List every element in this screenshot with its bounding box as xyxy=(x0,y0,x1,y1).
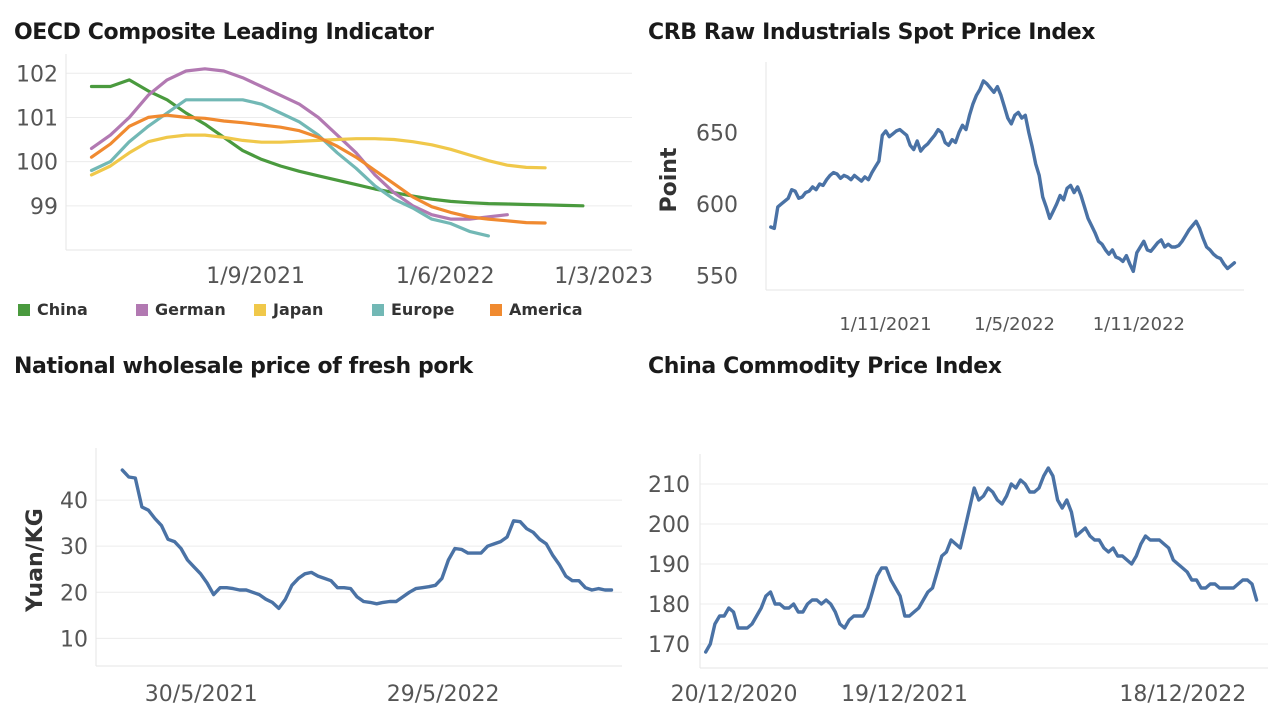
x-tick-label: 19/12/2021 xyxy=(841,682,968,707)
y-tick-label: 200 xyxy=(648,513,690,538)
legend-swatch xyxy=(490,303,502,316)
x-tick-label: 18/12/2022 xyxy=(1119,682,1246,707)
series-line-china xyxy=(89,78,585,208)
y-tick-label: 99 xyxy=(30,195,58,220)
x-tick-label: 1/11/2022 xyxy=(1093,314,1185,335)
legend-swatch xyxy=(18,303,30,316)
legend-item-japan: Japan xyxy=(254,300,372,319)
legend-swatch xyxy=(136,303,148,316)
x-tick-label: 1/11/2021 xyxy=(839,314,931,335)
crb-line-chart: 550 600 650 1/11/2021 1/5/2022 1/11/2022 Point xyxy=(657,62,1244,335)
series-line-german xyxy=(89,67,509,221)
y-tick-label: 102 xyxy=(16,62,58,87)
legend-label: Japan xyxy=(273,300,324,319)
x-tick-label: 1/5/2022 xyxy=(974,314,1055,335)
series-line-europe xyxy=(89,98,490,238)
legend-label: Europe xyxy=(391,300,455,319)
y-tick-label: 30 xyxy=(60,535,88,560)
legend-swatch xyxy=(372,303,384,316)
chart-title: National wholesale price of fresh pork xyxy=(14,354,473,379)
y-tick-label: 101 xyxy=(16,106,58,131)
legend-label: America xyxy=(509,300,583,319)
series-line-main xyxy=(704,466,1259,654)
series-line-america xyxy=(89,113,547,225)
x-tick-label: 20/12/2020 xyxy=(671,682,798,707)
chart-title: OECD Composite Leading Indicator xyxy=(14,20,434,45)
legend-swatch xyxy=(254,303,266,316)
legend-item-china: China xyxy=(18,300,136,319)
y-axis-label: Yuan/KG xyxy=(23,508,48,613)
legend-item-america: America xyxy=(490,300,608,319)
x-tick-label: 30/5/2021 xyxy=(145,682,258,707)
legend-label: China xyxy=(37,300,88,319)
legend-label: German xyxy=(155,300,226,319)
y-tick-label: 550 xyxy=(696,265,738,290)
x-tick-label: 29/5/2022 xyxy=(387,682,500,707)
y-tick-label: 650 xyxy=(696,121,738,146)
y-tick-label: 40 xyxy=(60,489,88,514)
y-tick-label: 100 xyxy=(16,151,58,176)
chart-title: China Commodity Price Index xyxy=(648,354,1002,379)
legend-item-europe: Europe xyxy=(372,300,490,319)
y-tick-label: 210 xyxy=(648,473,690,498)
y-axis-label: Point xyxy=(657,147,682,212)
pork-line-chart: 10 20 30 40 30/5/2021 29/5/2022 Yuan/KG xyxy=(23,448,622,707)
x-tick-label: 1/3/2023 xyxy=(554,264,653,289)
x-tick-label: 1/6/2022 xyxy=(396,264,495,289)
x-tick-label: 1/9/2021 xyxy=(206,264,305,289)
chart-legend: China German Japan Europe America xyxy=(18,300,608,319)
oecd-line-chart: 99 100 101 102 1/9/2021 1/6/2022 1/3/2023 xyxy=(16,54,653,289)
legend-item-german: German xyxy=(136,300,254,319)
chart-title: CRB Raw Industrials Spot Price Index xyxy=(648,20,1096,45)
y-tick-label: 600 xyxy=(696,193,738,218)
y-tick-label: 170 xyxy=(648,633,690,658)
y-tick-label: 10 xyxy=(60,627,88,652)
series-line-main xyxy=(769,79,1237,274)
y-tick-label: 20 xyxy=(60,581,88,606)
series-line-japan xyxy=(89,133,547,177)
y-tick-label: 180 xyxy=(648,593,690,618)
y-tick-label: 190 xyxy=(648,553,690,578)
series-line-main xyxy=(120,468,614,611)
